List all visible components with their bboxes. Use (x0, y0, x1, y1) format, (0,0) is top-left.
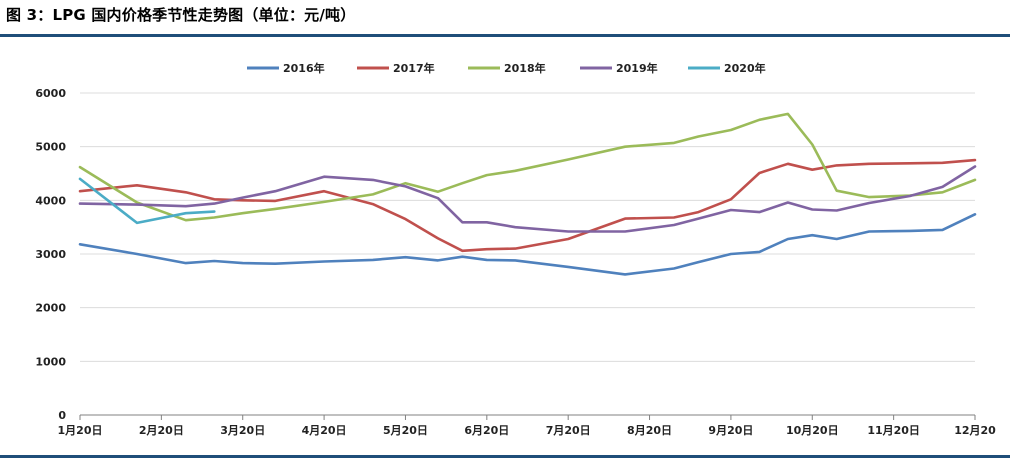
legend-label: 2020年 (724, 61, 766, 75)
x-tick-label: 6月20日 (464, 424, 509, 437)
legend-label: 2019年 (616, 61, 658, 75)
y-tick-label: 5000 (35, 141, 66, 154)
x-tick-label: 4月20日 (302, 424, 347, 437)
x-tick-label: 12月20 (954, 424, 996, 437)
series-line-2020年 (78, 177, 216, 225)
series-lines (78, 112, 977, 276)
series-line-2018年 (78, 112, 977, 222)
axes (79, 414, 976, 420)
x-tick-label: 10月20日 (786, 424, 839, 437)
y-tick-label: 2000 (35, 302, 66, 315)
y-tick-label: 4000 (35, 194, 66, 207)
series-line-2019年 (78, 165, 977, 233)
y-tick-label: 1000 (35, 355, 66, 368)
x-tick-label: 11月20日 (867, 424, 920, 437)
x-tick-label: 8月20日 (627, 424, 672, 437)
series-line-2016年 (78, 213, 977, 276)
x-tick-label: 5月20日 (383, 424, 428, 437)
x-tick-label: 7月20日 (546, 424, 591, 437)
x-tick-label: 1月20日 (58, 424, 103, 437)
series-line-2017年 (78, 158, 977, 253)
y-tick-label: 3000 (35, 248, 66, 261)
legend: 2016年 2017年 2018年 2019年 2020年 (247, 61, 766, 75)
y-tick-label: 0 (58, 409, 66, 422)
x-tick-label: 3月20日 (220, 424, 265, 437)
bottom-rule (0, 455, 1010, 458)
x-tick-label: 2月20日 (139, 424, 184, 437)
x-tick-label: 9月20日 (708, 424, 753, 437)
top-rule (0, 34, 1010, 37)
x-tick-labels: 1月20日 2月20日 3月20日 4月20日 5月20日 6月20日 7月20日 8月20日… (58, 424, 997, 437)
y-tick-label: 6000 (35, 87, 66, 100)
y-tick-labels: 0 1000 2000 3000 4000 5000 6000 (35, 87, 66, 422)
legend-label: 2017年 (393, 61, 435, 75)
legend-label: 2018年 (504, 61, 546, 75)
legend-label: 2016年 (283, 61, 325, 75)
figure-title: 图 3：LPG 国内价格季节性走势图（单位：元/吨） (6, 6, 356, 24)
